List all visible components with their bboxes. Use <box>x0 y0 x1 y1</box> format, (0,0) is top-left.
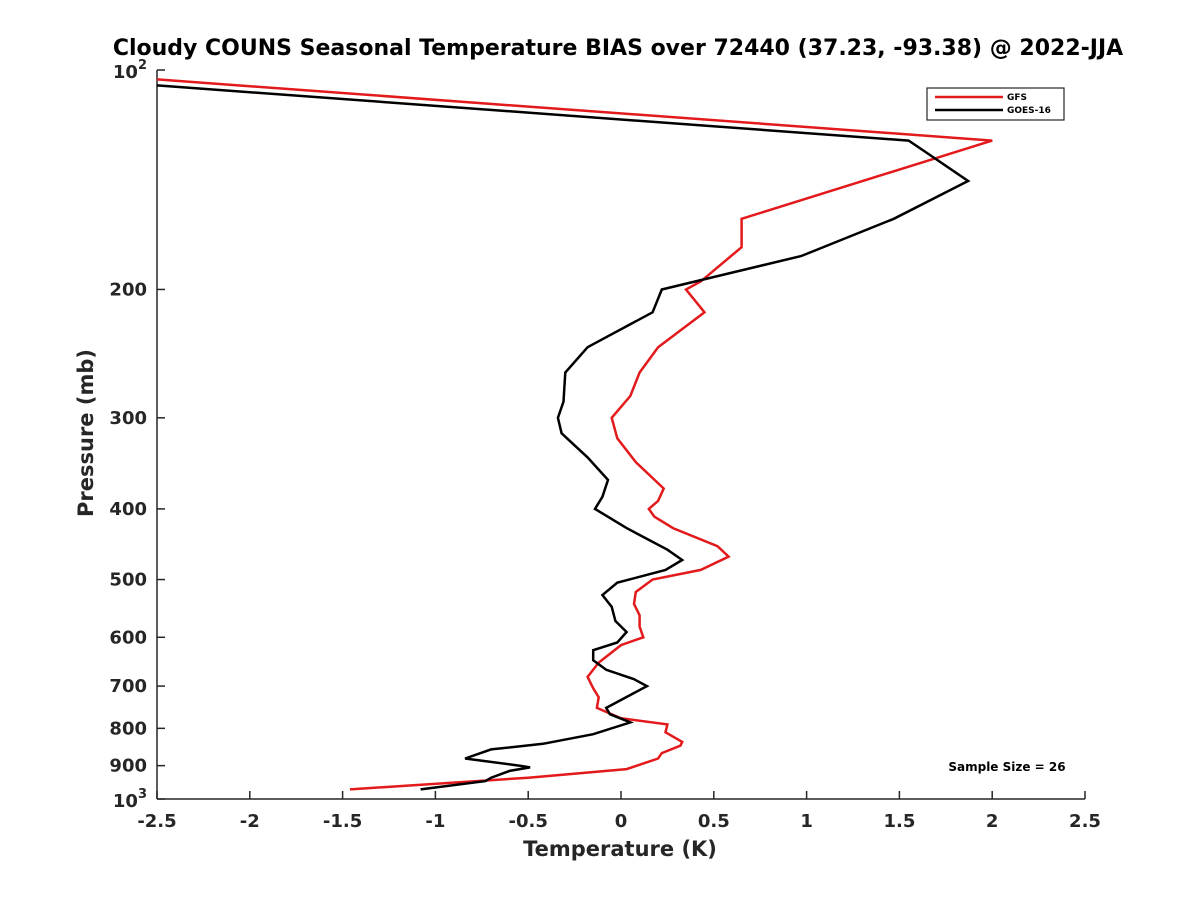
x-tick-label: -1 <box>425 811 445 832</box>
x-tick-label: 2.5 <box>1069 811 1101 832</box>
y-tick-label: 200 <box>109 279 147 300</box>
legend: GFS GOES-16 <box>926 87 1065 121</box>
x-tick-label: -2 <box>240 811 260 832</box>
y-tick-label: 800 <box>109 718 147 739</box>
x-tick-label: 2 <box>986 811 999 832</box>
y-tick-label: 400 <box>109 499 147 520</box>
plot-frame <box>156 70 1085 800</box>
y-tick-label: 900 <box>109 756 147 777</box>
series-line-goes-16 <box>156 84 971 791</box>
y-tick-label: 700 <box>109 676 147 697</box>
series-lines <box>156 78 993 791</box>
y-tick-label: 300 <box>109 408 147 429</box>
y-tick-label: 500 <box>109 570 147 591</box>
sample-size-annotation: Sample Size = 26 <box>948 760 1065 774</box>
legend-label: GFS <box>1007 93 1027 103</box>
y-tick-label-power: 103 <box>113 787 147 812</box>
x-tick-label: 1 <box>800 811 813 832</box>
y-tick-label-power: 102 <box>113 58 147 83</box>
y-tick-label: 600 <box>109 627 147 648</box>
y-axis: 200 300 400 500 600 700 800 900 102 103 <box>109 58 165 812</box>
x-tick-label: -0.5 <box>509 811 548 832</box>
x-axis-label: Temperature (K) <box>523 837 717 861</box>
y-axis-label: Pressure (mb) <box>74 349 98 517</box>
series-line-gfs <box>156 78 993 791</box>
x-tick-label: 1.5 <box>883 811 915 832</box>
x-tick-label: -2.5 <box>137 811 176 832</box>
x-tick-label: 0 <box>615 811 628 832</box>
legend-box <box>926 87 1065 121</box>
x-tick-label: -1.5 <box>323 811 362 832</box>
x-tick-label: 0.5 <box>698 811 730 832</box>
legend-label: GOES-16 <box>1007 106 1051 116</box>
x-axis: -2.5 -2 -1.5 -1 -0.5 0 0.5 1 1.5 2 2.5 <box>137 791 1101 832</box>
chart-title: Cloudy COUNS Seasonal Temperature BIAS o… <box>113 36 1123 61</box>
